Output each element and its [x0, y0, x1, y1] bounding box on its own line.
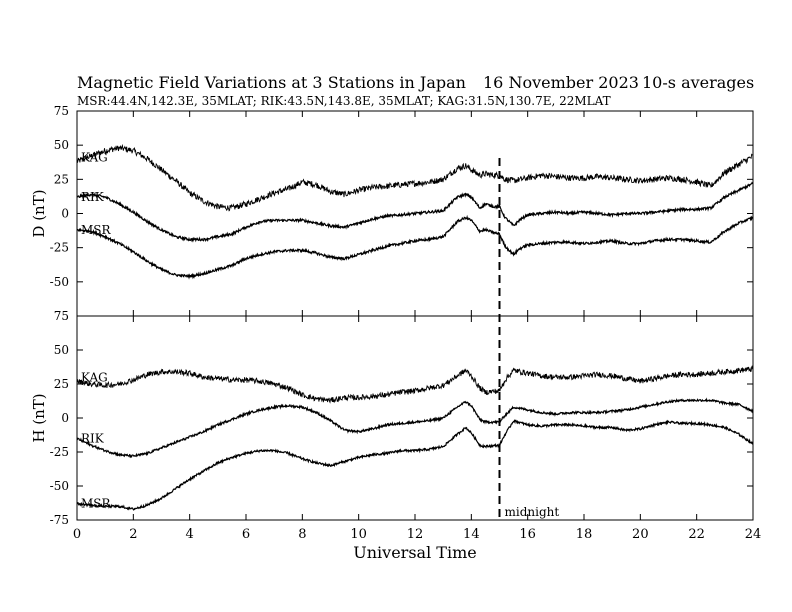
y-tick-label: -50 [50, 275, 69, 289]
y-tick-label: 25 [54, 377, 69, 391]
panel-frame [76, 315, 754, 521]
x-tick-label: 4 [186, 527, 194, 542]
series-label-msr: MSR [81, 223, 112, 237]
series-line-rik [76, 181, 754, 243]
series-line-rik [76, 397, 754, 459]
series-line-kag [76, 365, 754, 404]
y-tick-label: 75 [54, 309, 69, 323]
x-axis-label: Universal Time [353, 543, 476, 562]
x-tick-label: 24 [745, 527, 762, 542]
y-tick-label: 50 [54, 343, 69, 357]
x-tick-label: 22 [688, 527, 705, 542]
x-tick-label: 0 [73, 527, 81, 542]
series-line-kag [76, 143, 754, 212]
x-tick-label: 10 [350, 527, 367, 542]
y-tick-label: -25 [50, 241, 69, 255]
x-tick-label: 2 [129, 527, 137, 542]
y-tick-label: 0 [61, 411, 69, 425]
x-tick-label: 20 [632, 527, 649, 542]
y-axis-label: D (nT) [30, 189, 48, 237]
series-label-rik: RIK [81, 190, 105, 204]
series-line-msr [76, 419, 754, 511]
x-tick-label: 12 [407, 527, 424, 542]
y-tick-label: 75 [54, 104, 69, 118]
y-axis-label: H (nT) [30, 393, 48, 442]
y-tick-label: -25 [50, 445, 69, 459]
x-tick-label: 18 [576, 527, 593, 542]
x-tick-label: 8 [298, 527, 306, 542]
series-label-rik: RIK [81, 431, 105, 445]
x-tick-label: 6 [242, 527, 250, 542]
chart-date: 16 November 2023 [483, 73, 639, 92]
x-tick-label: 14 [463, 527, 480, 542]
series-label-kag: KAG [81, 151, 108, 165]
series-label-kag: KAG [81, 370, 108, 384]
station-info: MSR:44.4N,142.3E, 35MLAT; RIK:43.5N,143.… [77, 94, 611, 108]
y-tick-label: -75 [50, 513, 69, 527]
series-line-msr [76, 214, 754, 280]
series-label-msr: MSR [81, 497, 112, 511]
x-tick-label: 16 [519, 527, 536, 542]
midnight-label: midnight [505, 505, 560, 519]
y-tick-label: -50 [50, 479, 69, 493]
chart-title: Magnetic Field Variations at 3 Stations … [77, 73, 466, 92]
y-tick-label: 25 [54, 172, 69, 186]
y-tick-label: 50 [54, 138, 69, 152]
y-tick-label: 0 [61, 207, 69, 221]
averaging-label: 10-s averages [642, 73, 755, 92]
